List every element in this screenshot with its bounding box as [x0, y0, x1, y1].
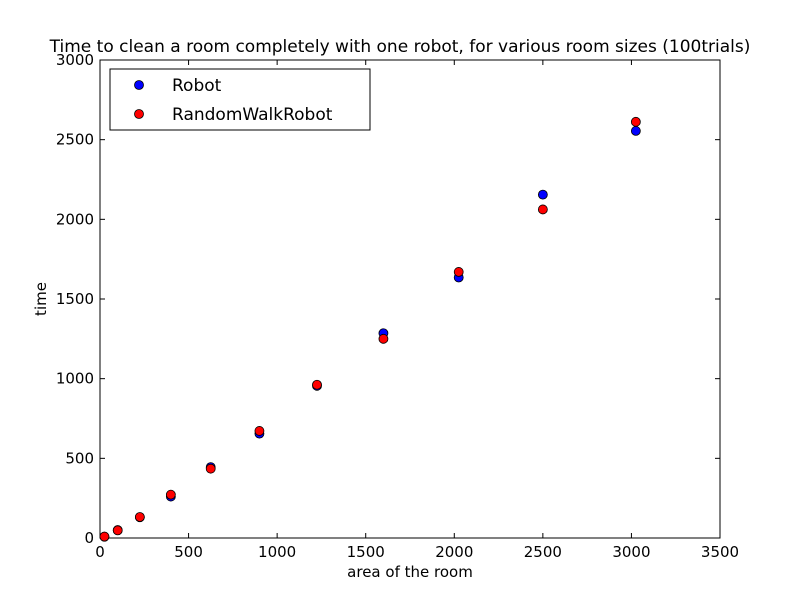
plot-area — [99, 59, 721, 539]
y-tick-label: 2000 — [56, 210, 94, 228]
chart-title: Time to clean a room completely with one… — [49, 37, 751, 57]
point-randomwalkrobot — [378, 333, 389, 344]
legend: Robot RandomWalkRobot — [109, 68, 371, 131]
point-randomwalkrobot — [99, 531, 110, 542]
point-randomwalkrobot — [165, 489, 176, 500]
point-randomwalkrobot — [254, 426, 265, 436]
x-tick-label: 3500 — [701, 543, 739, 561]
x-tick-label: 1500 — [347, 543, 385, 561]
x-axis-label: area of the room — [347, 563, 473, 581]
y-tick-label: 500 — [65, 449, 94, 467]
x-tick-label: 0 — [95, 543, 105, 561]
x-tick-label: 1000 — [258, 543, 296, 561]
point-randomwalkrobot — [312, 379, 322, 390]
y-tick-label: 1500 — [56, 290, 94, 308]
point-randomwalkrobot — [205, 463, 216, 474]
legend-label-randomwalkrobot: RandomWalkRobot — [172, 105, 333, 125]
point-randomwalkrobot — [630, 116, 641, 127]
legend-box — [109, 68, 371, 131]
data-points — [99, 116, 641, 542]
legend-marker-robot — [134, 80, 144, 90]
point-randomwalkrobot — [134, 512, 145, 522]
y-axis-label: time — [32, 282, 50, 316]
point-robot — [630, 126, 641, 136]
legend-label-robot: Robot — [172, 76, 222, 96]
x-tick-label: 2000 — [435, 543, 473, 561]
point-randomwalkrobot — [453, 267, 464, 277]
axis-ticks: 0 500 1000 1500 2000 2500 3000 3500 0 500 1000 1500… — [56, 51, 739, 561]
x-tick-label: 3000 — [612, 543, 650, 561]
y-tick-label: 0 — [84, 529, 94, 547]
x-tick-label: 500 — [174, 543, 203, 561]
y-tick-label: 1000 — [56, 370, 94, 388]
point-randomwalkrobot — [537, 204, 548, 215]
legend-marker-randomwalkrobot — [134, 109, 144, 119]
x-tick-label: 2500 — [524, 543, 562, 561]
y-tick-label: 3000 — [56, 51, 94, 69]
point-randomwalkrobot — [112, 525, 123, 536]
y-tick-label: 2500 — [56, 131, 94, 149]
point-robot — [537, 189, 548, 200]
